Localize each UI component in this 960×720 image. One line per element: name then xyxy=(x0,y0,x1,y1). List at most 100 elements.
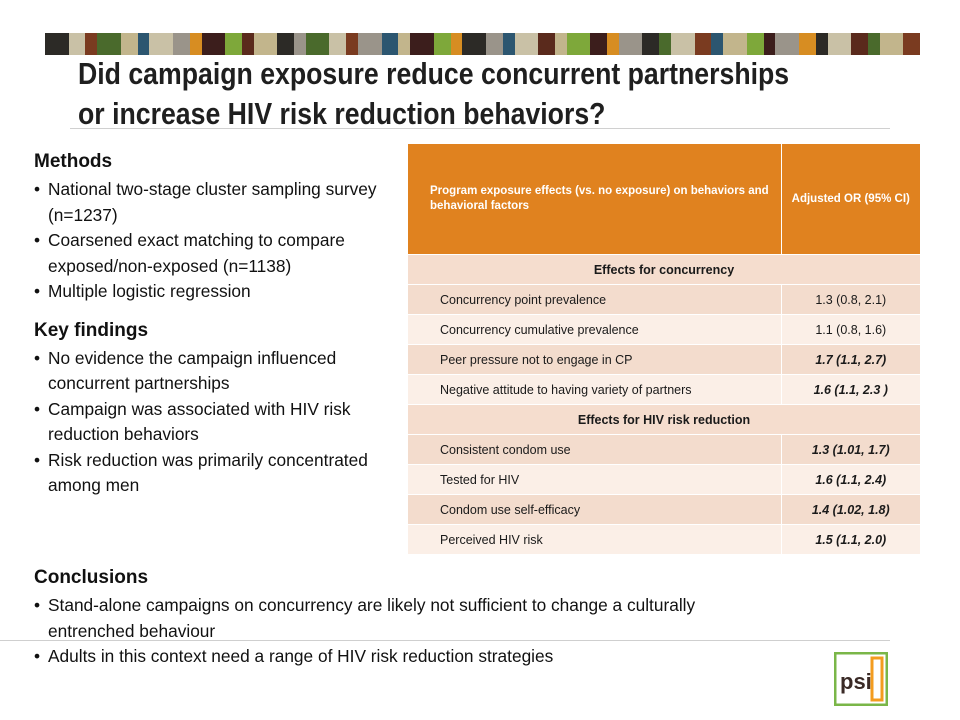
conclusions-heading: Conclusions xyxy=(34,567,149,588)
stripe-segment xyxy=(514,33,539,55)
row-label: Concurrency point prevalence xyxy=(408,284,782,315)
stripe-segment xyxy=(763,33,776,55)
stripe-segment xyxy=(711,33,724,55)
stripe-segment xyxy=(201,33,226,55)
row-value: 1.6 (1.1, 2.4) xyxy=(781,464,920,495)
row-label: Peer pressure not to engage in CP xyxy=(408,344,782,375)
stripe-segment xyxy=(305,33,330,55)
stripe-segment xyxy=(746,33,764,55)
key-findings-list: No evidence the campaign influenced conc… xyxy=(34,346,406,499)
stripe-segment xyxy=(433,33,451,55)
table-row: Perceived HIV risk 1.5 (1.1, 2.0) xyxy=(408,524,920,554)
conclusions-item: Stand-alone campaigns on concurrency are… xyxy=(34,593,754,644)
stripe-segment xyxy=(775,33,799,55)
stripe-segment xyxy=(798,33,816,55)
stripe-segment xyxy=(566,33,591,55)
stripe-segment xyxy=(120,33,138,55)
stripe-segment xyxy=(671,33,695,55)
stripe-segment xyxy=(903,33,921,55)
psi-logo: psi xyxy=(834,652,888,706)
stripe-segment xyxy=(398,33,411,55)
stripe-segment xyxy=(137,33,150,55)
row-value: 1.3 (0.8, 2.1) xyxy=(781,284,920,315)
row-value: 1.5 (1.1, 2.0) xyxy=(781,524,920,554)
stripe-segment xyxy=(851,33,868,55)
key-findings-item: No evidence the campaign influenced conc… xyxy=(34,346,406,397)
conclusions-item: Adults in this context need a range of H… xyxy=(34,644,754,670)
stripe-segment xyxy=(294,33,306,55)
row-label: Perceived HIV risk xyxy=(408,524,782,554)
stripe-segment xyxy=(827,33,852,55)
stripe-segment xyxy=(642,33,660,55)
row-value: 1.3 (1.01, 1.7) xyxy=(781,434,920,465)
stripe-segment xyxy=(694,33,712,55)
table-row: Consistent condom use 1.3 (1.01, 1.7) xyxy=(408,434,920,465)
methods-item: National two-stage cluster sampling surv… xyxy=(34,177,406,228)
left-column: Methods National two-stage cluster sampl… xyxy=(34,150,406,513)
conclusions-list: Stand-alone campaigns on concurrency are… xyxy=(34,593,754,670)
methods-item: Multiple logistic regression xyxy=(34,279,406,305)
stripe-segment xyxy=(85,33,98,55)
table-section-row: Effects for HIV risk reduction xyxy=(408,404,920,435)
methods-heading: Methods xyxy=(34,151,113,172)
results-table: Program exposure effects (vs. no exposur… xyxy=(408,144,920,554)
stripe-segment xyxy=(189,33,202,55)
results-table-container: Program exposure effects (vs. no exposur… xyxy=(408,144,920,554)
row-value: 1.7 (1.1, 2.7) xyxy=(781,344,920,375)
stripe-segment xyxy=(485,33,503,55)
stripe-segment xyxy=(462,33,486,55)
key-findings-item: Campaign was associated with HIV risk re… xyxy=(34,397,406,448)
row-label: Condom use self-efficacy xyxy=(408,494,782,525)
stripe-segment xyxy=(867,33,880,55)
table-row: Tested for HIV 1.6 (1.1, 2.4) xyxy=(408,464,920,495)
stripe-segment xyxy=(607,33,619,55)
section-title: Effects for HIV risk reduction xyxy=(408,404,920,435)
psi-logo-text: psi xyxy=(840,669,872,694)
table-row: Concurrency point prevalence 1.3 (0.8, 2.… xyxy=(408,284,920,315)
methods-item: Coarsened exact matching to compare expo… xyxy=(34,228,406,279)
stripe-segment xyxy=(358,33,382,55)
stripe-segment xyxy=(277,33,295,55)
table-row: Negative attitude to having variety of p… xyxy=(408,374,920,405)
header-effects: Program exposure effects (vs. no exposur… xyxy=(408,144,782,255)
stripe-segment xyxy=(590,33,608,55)
stripe-segment xyxy=(554,33,567,55)
stripe-segment xyxy=(241,33,254,55)
table-header-row: Program exposure effects (vs. no exposur… xyxy=(408,144,920,255)
stripe-segment xyxy=(723,33,747,55)
stripe-segment xyxy=(172,33,190,55)
decorative-color-stripe xyxy=(45,33,921,55)
key-findings-item: Risk reduction was primarily concentrate… xyxy=(34,448,406,499)
table-section-row: Effects for concurrency xyxy=(408,254,920,285)
stripe-segment xyxy=(149,33,173,55)
table-body: Effects for concurrency Concurrency point… xyxy=(408,254,920,554)
row-value: 1.6 (1.1, 2.3 ) xyxy=(781,374,920,405)
table-row: Peer pressure not to engage in CP 1.7 (1.… xyxy=(408,344,920,375)
row-value: 1.1 (0.8, 1.6) xyxy=(781,314,920,345)
stripe-segment xyxy=(68,33,86,55)
section-title: Effects for concurrency xyxy=(408,254,920,285)
stripe-segment xyxy=(97,33,121,55)
stripe-segment xyxy=(225,33,242,55)
stripe-segment xyxy=(346,33,359,55)
stripe-segment xyxy=(815,33,828,55)
stripe-segment xyxy=(502,33,515,55)
stripe-segment xyxy=(538,33,555,55)
stripe-segment xyxy=(659,33,672,55)
stripe-segment xyxy=(450,33,463,55)
row-label: Consistent condom use xyxy=(408,434,782,465)
title-divider xyxy=(70,128,890,129)
stripe-segment xyxy=(45,33,69,55)
stripe-segment xyxy=(879,33,904,55)
stripe-segment xyxy=(253,33,278,55)
row-label: Negative attitude to having variety of p… xyxy=(408,374,782,405)
row-label: Tested for HIV xyxy=(408,464,782,495)
stripe-segment xyxy=(329,33,347,55)
table-row: Concurrency cumulative prevalence 1.1 (0.… xyxy=(408,314,920,345)
methods-list: National two-stage cluster sampling surv… xyxy=(34,177,406,305)
row-value: 1.4 (1.02, 1.8) xyxy=(781,494,920,525)
key-findings-heading: Key findings xyxy=(34,319,149,341)
stripe-segment xyxy=(381,33,399,55)
stripe-segment xyxy=(618,33,643,55)
bottom-divider xyxy=(0,640,890,641)
